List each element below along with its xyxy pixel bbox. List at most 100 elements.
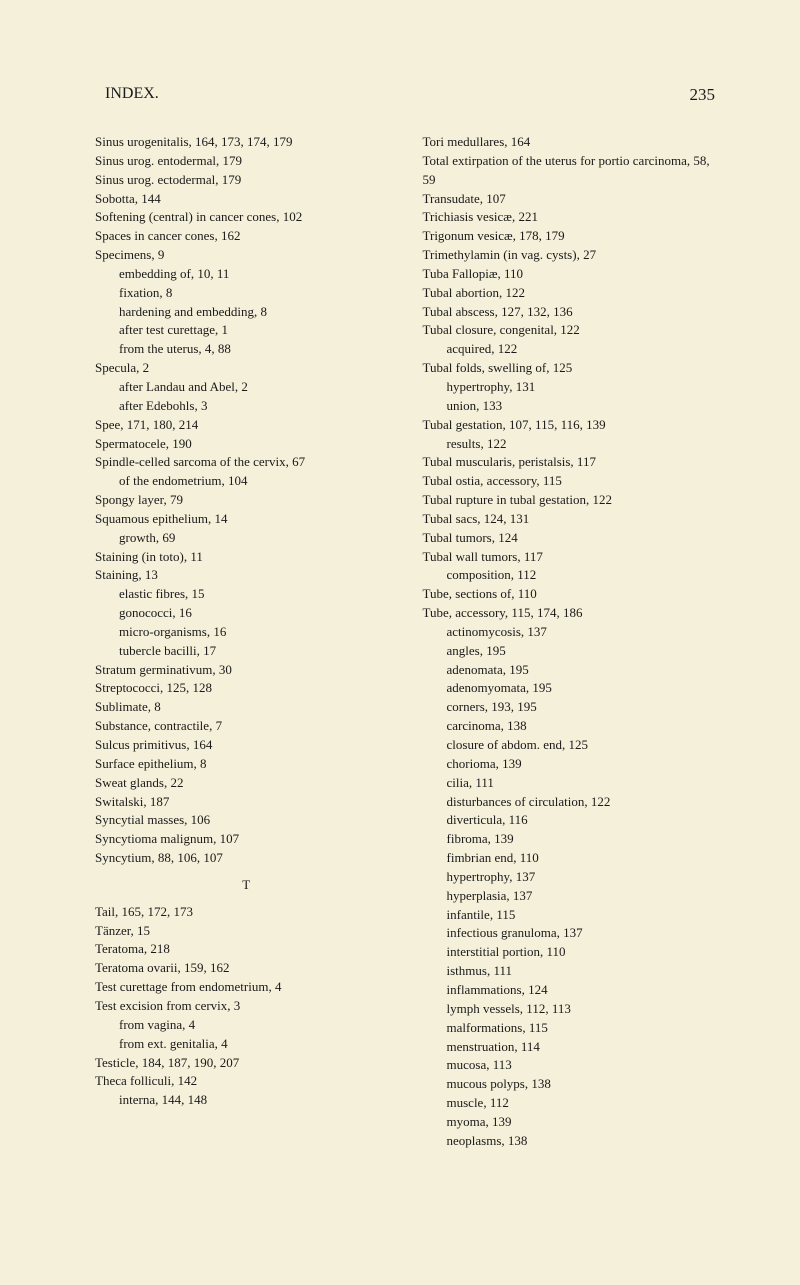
index-entry: Syncytium, 88, 106, 107 xyxy=(95,849,398,868)
index-entry: Tail, 165, 172, 173 xyxy=(95,903,398,922)
index-entry: Sweat glands, 22 xyxy=(95,774,398,793)
index-entry: Tubal folds, swelling of, 125 xyxy=(423,359,726,378)
index-entry: Streptococci, 125, 128 xyxy=(95,679,398,698)
index-entry: Tubal abortion, 122 xyxy=(423,284,726,303)
index-entry: interna, 144, 148 xyxy=(95,1091,398,1110)
index-entry: chorioma, 139 xyxy=(423,755,726,774)
index-entry: Switalski, 187 xyxy=(95,793,398,812)
index-entry: mucosa, 113 xyxy=(423,1056,726,1075)
index-entry: hyperplasia, 137 xyxy=(423,887,726,906)
page-header: INDEX. 235 xyxy=(95,85,725,105)
index-entry: actinomycosis, 137 xyxy=(423,623,726,642)
index-entry: Staining (in toto), 11 xyxy=(95,548,398,567)
right-column: Tori medullares, 164Total extirpation of… xyxy=(423,133,726,1151)
index-entry: Testicle, 184, 187, 190, 207 xyxy=(95,1054,398,1073)
header-title: INDEX. xyxy=(105,85,159,105)
index-entry: Test excision from cervix, 3 xyxy=(95,997,398,1016)
index-entry: hypertrophy, 131 xyxy=(423,378,726,397)
index-entry: Tori medullares, 164 xyxy=(423,133,726,152)
index-entry: Transudate, 107 xyxy=(423,190,726,209)
index-entry: Specula, 2 xyxy=(95,359,398,378)
index-entry: angles, 195 xyxy=(423,642,726,661)
index-entry: Tubal ostia, accessory, 115 xyxy=(423,472,726,491)
page-number: 235 xyxy=(690,85,716,105)
index-entry: embedding of, 10, 11 xyxy=(95,265,398,284)
index-entry: Tubal tumors, 124 xyxy=(423,529,726,548)
index-entry: adenomata, 195 xyxy=(423,661,726,680)
index-entry: Trimethylamin (in vag. cysts), 27 xyxy=(423,246,726,265)
index-entry: Sulcus primitivus, 164 xyxy=(95,736,398,755)
index-entry: Tubal abscess, 127, 132, 136 xyxy=(423,303,726,322)
index-entry: Trigonum vesicæ, 178, 179 xyxy=(423,227,726,246)
index-entry: fimbrian end, 110 xyxy=(423,849,726,868)
index-entry: results, 122 xyxy=(423,435,726,454)
index-entry: fixation, 8 xyxy=(95,284,398,303)
left-column: Sinus urogenitalis, 164, 173, 174, 179Si… xyxy=(95,133,398,1151)
index-entry: Syncytial masses, 106 xyxy=(95,811,398,830)
index-entry: from the uterus, 4, 88 xyxy=(95,340,398,359)
index-entry: adenomyomata, 195 xyxy=(423,679,726,698)
index-entry: Sinus urog. entodermal, 179 xyxy=(95,152,398,171)
index-entry: Teratoma, 218 xyxy=(95,940,398,959)
index-entry: myoma, 139 xyxy=(423,1113,726,1132)
index-entry: Tubal muscularis, peristalsis, 117 xyxy=(423,453,726,472)
index-entry: Sinus urogenitalis, 164, 173, 174, 179 xyxy=(95,133,398,152)
index-entry: tubercle bacilli, 17 xyxy=(95,642,398,661)
index-entry: interstitial portion, 110 xyxy=(423,943,726,962)
index-entry: muscle, 112 xyxy=(423,1094,726,1113)
index-entry: Spaces in cancer cones, 162 xyxy=(95,227,398,246)
index-entry: neoplasms, 138 xyxy=(423,1132,726,1151)
index-entry: Tuba Fallopiæ, 110 xyxy=(423,265,726,284)
index-entry: gonococci, 16 xyxy=(95,604,398,623)
index-entry: menstruation, 114 xyxy=(423,1038,726,1057)
index-entry: acquired, 122 xyxy=(423,340,726,359)
index-entry: from vagina, 4 xyxy=(95,1016,398,1035)
index-entry: Staining, 13 xyxy=(95,566,398,585)
index-entry: Teratoma ovarii, 159, 162 xyxy=(95,959,398,978)
index-entry: hypertrophy, 137 xyxy=(423,868,726,887)
index-entry: infantile, 115 xyxy=(423,906,726,925)
index-entry: Substance, contractile, 7 xyxy=(95,717,398,736)
index-entry: infectious granuloma, 137 xyxy=(423,924,726,943)
index-entry: Tubal sacs, 124, 131 xyxy=(423,510,726,529)
index-entry: corners, 193, 195 xyxy=(423,698,726,717)
index-entry: after Edebohls, 3 xyxy=(95,397,398,416)
index-entry: of the endometrium, 104 xyxy=(95,472,398,491)
index-entry: after test curettage, 1 xyxy=(95,321,398,340)
index-entry: Tänzer, 15 xyxy=(95,922,398,941)
index-entry: mucous polyps, 138 xyxy=(423,1075,726,1094)
index-entry: Tube, sections of, 110 xyxy=(423,585,726,604)
index-entry: carcinoma, 138 xyxy=(423,717,726,736)
index-entry: Tubal rupture in tubal gestation, 122 xyxy=(423,491,726,510)
index-entry: Spee, 171, 180, 214 xyxy=(95,416,398,435)
index-entry: Tubal closure, congenital, 122 xyxy=(423,321,726,340)
index-entry: Squamous epithelium, 14 xyxy=(95,510,398,529)
index-entry: Spongy layer, 79 xyxy=(95,491,398,510)
index-entry: after Landau and Abel, 2 xyxy=(95,378,398,397)
index-entry: growth, 69 xyxy=(95,529,398,548)
section-letter: T xyxy=(95,876,398,895)
index-entry: Spindle-celled sarcoma of the cervix, 67 xyxy=(95,453,398,472)
index-entry: disturbances of circulation, 122 xyxy=(423,793,726,812)
index-entry: diverticula, 116 xyxy=(423,811,726,830)
index-entry: Sinus urog. ectodermal, 179 xyxy=(95,171,398,190)
index-entry: Softening (central) in cancer cones, 102 xyxy=(95,208,398,227)
index-entry: from ext. genitalia, 4 xyxy=(95,1035,398,1054)
index-entry: Spermatocele, 190 xyxy=(95,435,398,454)
index-entry: isthmus, 111 xyxy=(423,962,726,981)
index-entry: composition, 112 xyxy=(423,566,726,585)
index-entry: lymph vessels, 112, 113 xyxy=(423,1000,726,1019)
index-entry: Trichiasis vesicæ, 221 xyxy=(423,208,726,227)
index-entry: Surface epithelium, 8 xyxy=(95,755,398,774)
index-entry: Total extirpation of the uterus for port… xyxy=(423,152,726,190)
index-entry: Tube, accessory, 115, 174, 186 xyxy=(423,604,726,623)
index-entry: Syncytioma malignum, 107 xyxy=(95,830,398,849)
index-entry: Test curettage from endometrium, 4 xyxy=(95,978,398,997)
index-entry: Theca folliculi, 142 xyxy=(95,1072,398,1091)
index-entry: fibroma, 139 xyxy=(423,830,726,849)
index-entry: micro-organisms, 16 xyxy=(95,623,398,642)
index-entry: Stratum germinativum, 30 xyxy=(95,661,398,680)
index-entry: union, 133 xyxy=(423,397,726,416)
index-entry: Tubal wall tumors, 117 xyxy=(423,548,726,567)
index-entry: Sobotta, 144 xyxy=(95,190,398,209)
